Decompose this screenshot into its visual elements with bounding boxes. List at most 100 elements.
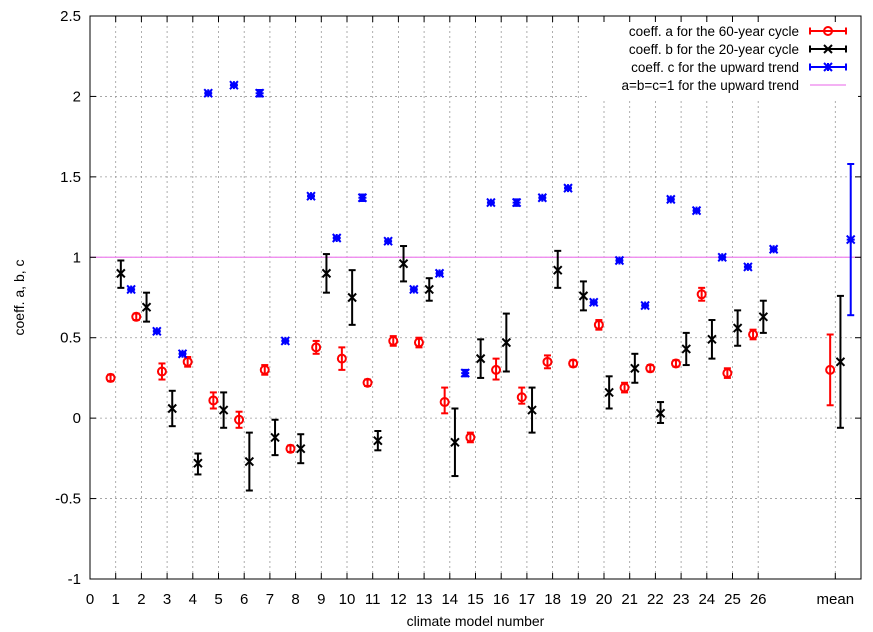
data-point: [670, 358, 681, 369]
data-point: [362, 377, 373, 388]
legend-sample-marker: [823, 62, 833, 72]
x-tick-label: 14: [441, 591, 458, 608]
data-point: [527, 405, 537, 415]
x-tick-label: 1: [112, 591, 120, 608]
legend: coeff. a for the 60-year cycle coeff. b …: [588, 22, 858, 98]
data-point: [208, 395, 219, 406]
data-point: [743, 262, 753, 272]
y-tick-label: 1.5: [60, 169, 81, 186]
data-point: [640, 300, 650, 311]
data-point: [306, 191, 316, 201]
x-tick-label: 4: [189, 591, 197, 608]
legend-label-coeff-a: coeff. a for the 60-year cycle: [629, 24, 799, 39]
data-point: [398, 259, 409, 269]
data-point: [537, 193, 548, 203]
data-point: [311, 342, 322, 353]
data-point: [285, 443, 296, 454]
data-point: [645, 363, 656, 374]
x-tick-label: 3: [163, 591, 171, 608]
data-point: [203, 88, 213, 98]
tick-marks: [89, 15, 861, 580]
series-coeff-a: [105, 286, 836, 454]
data-point: [655, 408, 666, 419]
data-point: [768, 244, 779, 254]
data-point: [553, 265, 563, 275]
data-point: [357, 193, 368, 203]
data-point: [270, 432, 280, 443]
data-marks: [105, 80, 856, 492]
data-point: [244, 456, 255, 467]
data-point: [373, 435, 383, 446]
grid-lines: [89, 16, 861, 579]
y-tick-label: 2.5: [60, 8, 81, 25]
series-coeff-b: [116, 245, 846, 492]
data-point: [630, 363, 640, 373]
data-point: [167, 403, 177, 414]
data-point: [542, 356, 553, 367]
legend-sample-marker: [823, 44, 833, 54]
x-axis-label: climate model number: [407, 613, 545, 629]
data-point: [501, 337, 512, 348]
data-point: [336, 353, 347, 364]
data-point: [218, 405, 229, 415]
data-point: [568, 358, 579, 369]
data-point: [732, 323, 743, 333]
x-tick-label: 13: [416, 591, 433, 608]
data-point: [413, 337, 424, 348]
data-point: [234, 414, 245, 425]
data-point: [666, 194, 676, 205]
x-tick-label: 0: [86, 591, 94, 608]
x-tick-label: 21: [621, 591, 638, 608]
data-point: [126, 284, 136, 295]
data-point: [131, 311, 142, 322]
x-tick-label: 5: [214, 591, 222, 608]
x-tick-label: 22: [647, 591, 664, 608]
data-point: [347, 292, 357, 303]
data-point: [424, 284, 434, 295]
legend-samples: [809, 26, 847, 86]
data-point: [835, 357, 846, 367]
data-point: [450, 437, 460, 447]
data-point: [321, 268, 332, 279]
data-point: [475, 353, 486, 364]
x-tick-label: 12: [390, 591, 407, 608]
data-point: [460, 368, 470, 378]
legend-label-coeff-b: coeff. b for the 20-year cycle: [629, 42, 799, 57]
data-point: [156, 366, 167, 377]
data-point: [409, 284, 419, 295]
x-tick-label: 2: [137, 591, 145, 608]
data-point: [486, 197, 496, 208]
x-tick-label: 8: [291, 591, 299, 608]
y-tick-labels: -1 -0.5 0 0.5 1 1.5 2 2.5: [55, 8, 81, 588]
x-tick-labels: 0 1 2 3 4 5 6 7 8 9 10 11 12 13 14 15 16 17 18 19 20 21 22 23 24…: [86, 591, 854, 608]
data-point: [280, 336, 291, 346]
x-tick-label: 23: [673, 591, 690, 608]
x-tick-label: mean: [817, 591, 855, 608]
y-tick-label: -1: [68, 571, 81, 588]
data-point: [182, 356, 193, 367]
x-tick-label: 18: [544, 591, 561, 608]
data-point: [604, 387, 614, 398]
data-point: [619, 382, 630, 393]
data-point: [707, 334, 717, 345]
x-tick-label: 10: [339, 591, 356, 608]
data-point: [593, 319, 604, 330]
data-point: [722, 368, 733, 379]
data-point: [465, 432, 476, 443]
data-point: [259, 364, 270, 375]
data-point: [296, 443, 306, 454]
data-point: [141, 302, 152, 312]
data-point: [439, 397, 450, 408]
data-point: [491, 364, 502, 375]
y-tick-label: 0: [73, 410, 81, 427]
x-tick-label: 11: [365, 591, 381, 608]
data-point: [748, 329, 759, 340]
y-tick-label: 2: [73, 88, 81, 105]
data-point: [825, 364, 836, 375]
data-point: [696, 289, 707, 300]
data-point: [116, 268, 126, 279]
data-point: [193, 458, 203, 468]
y-axis-label: coeff. a, b, c: [11, 259, 27, 335]
x-tick-label: 17: [519, 591, 536, 608]
